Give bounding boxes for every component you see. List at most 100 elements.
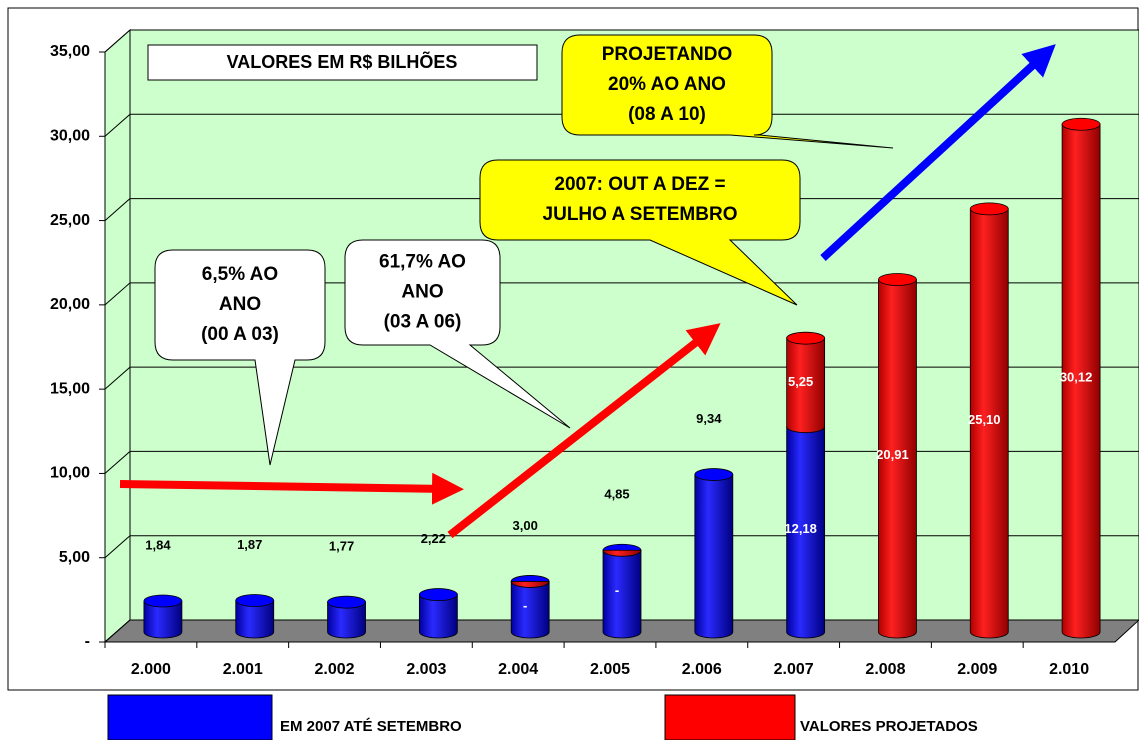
bar-body — [1061, 123, 1101, 639]
x-tick-label: 2.000 — [131, 661, 171, 678]
bar — [510, 581, 550, 588]
x-tick-label: 2.007 — [774, 661, 814, 678]
title-box — [147, 44, 538, 81]
grid-line — [104, 619, 131, 643]
callout-text: (03 A 06) — [384, 312, 462, 333]
bar-body — [878, 279, 917, 639]
y-tick-label: 5,00 — [59, 549, 90, 566]
data-label: - — [523, 598, 527, 613]
callout-text: 20% AO ANO — [608, 74, 726, 95]
data-label: 1,77 — [329, 539, 354, 554]
arrow — [820, 44, 1056, 261]
callout: 6,5% AO ANO (00 A 03) — [154, 249, 326, 466]
bar — [969, 202, 1009, 639]
bar — [418, 588, 458, 639]
grid-line — [104, 451, 131, 474]
bar — [602, 543, 642, 639]
bar-top — [418, 588, 458, 601]
bar — [143, 594, 183, 639]
y-tick-label: 30,00 — [50, 128, 90, 145]
x-tick-label: 2.005 — [590, 661, 630, 678]
bar-body — [143, 600, 183, 639]
callout-text: JULHO A SETEMBRO — [543, 204, 738, 225]
bar-body — [602, 549, 642, 557]
callout-text: ANO — [219, 294, 261, 315]
bar-top — [694, 468, 734, 481]
data-label: 2,22 — [421, 531, 446, 546]
x-tick-label: 2.002 — [315, 661, 355, 678]
callout-text: 6,5% AO — [202, 264, 278, 285]
data-label: 3,00 — [513, 518, 538, 533]
callout-text: 2007: OUT A DEZ = — [554, 174, 725, 195]
callout-shape — [561, 34, 894, 149]
bar-top — [969, 202, 1009, 216]
grid-line — [104, 29, 131, 53]
bar-body — [786, 426, 826, 639]
y-tick-label: 15,00 — [50, 380, 90, 397]
y-tick-label: 35,00 — [50, 43, 90, 60]
bar-top — [878, 273, 917, 286]
grid-line — [104, 535, 131, 559]
bar — [786, 426, 826, 639]
bar-body — [327, 601, 366, 639]
bar — [602, 549, 642, 557]
bar-body — [510, 581, 550, 639]
x-tick-label: 2.006 — [682, 661, 722, 678]
data-label: 20,91 — [876, 447, 909, 462]
data-label: 1,84 — [145, 537, 171, 552]
grid-line — [104, 282, 131, 306]
legend-label: EM 2007 ATÉ SETEMBRO — [280, 718, 462, 735]
bar-body — [510, 581, 550, 588]
chart-title: VALORES EM R$ BILHÕES — [227, 51, 458, 72]
callout-shape — [154, 249, 326, 466]
y-tick-label: 25,00 — [50, 212, 90, 229]
callout-text: (00 A 03) — [201, 324, 279, 345]
bar-body — [418, 594, 458, 639]
callout-text: (08 A 10) — [628, 104, 706, 125]
callout-text: ANO — [401, 282, 443, 303]
bar-top — [327, 595, 366, 609]
y-tick-label: 20,00 — [50, 296, 90, 313]
grid-line — [104, 113, 131, 137]
bar — [786, 331, 826, 434]
labels: - 5,00 10,00 15,00 20,00 25,00 30,00 35,00 2.000… — [50, 43, 1115, 678]
legend-swatch — [107, 694, 273, 740]
y-tick-label: - — [85, 633, 90, 650]
y-tick-label: 10,00 — [50, 465, 90, 482]
x-tick-label: 2.004 — [498, 661, 538, 678]
bar — [878, 273, 917, 639]
bar-body — [602, 549, 642, 639]
data-label: 25,10 — [968, 412, 1001, 427]
data-label: 30,12 — [1060, 370, 1093, 385]
callout-text: PROJETANDO — [602, 44, 733, 65]
bar-top — [1061, 117, 1101, 131]
bar-top — [235, 594, 275, 607]
data-label: 9,34 — [696, 411, 722, 426]
bars — [143, 117, 1101, 639]
arrow — [447, 323, 721, 539]
bar-body — [235, 600, 275, 639]
bar-top — [786, 331, 826, 345]
callout: 61,7% AO ANO (03 A 06) — [344, 239, 571, 429]
x-tick-label: 2.010 — [1049, 661, 1089, 678]
annotations: VALORES EM R$ BILHÕES 6,5% AO ANO (00 A 03)… — [119, 34, 1056, 539]
x-tick-label: 2.009 — [957, 661, 997, 678]
callout-shape — [344, 239, 571, 429]
bar — [1061, 117, 1101, 639]
legend-label: VALORES PROJETADOS — [800, 718, 978, 735]
data-label: 1,87 — [237, 537, 262, 552]
x-tick-label: 2.003 — [406, 661, 446, 678]
data-label: 4,85 — [604, 487, 629, 502]
x-tick-label: 2.001 — [223, 661, 263, 678]
callout: 2007: OUT A DEZ = JULHO A SETEMBRO — [479, 159, 801, 306]
bar-body — [969, 208, 1009, 639]
callout-text: 61,7% AO — [379, 252, 466, 273]
bar-body — [694, 474, 734, 639]
grid-line — [104, 198, 131, 221]
data-label: 5,25 — [788, 374, 813, 389]
legend-swatch — [664, 694, 796, 740]
data-label: - — [615, 583, 619, 598]
callout-shape — [479, 159, 801, 306]
side-wall — [104, 28, 131, 644]
